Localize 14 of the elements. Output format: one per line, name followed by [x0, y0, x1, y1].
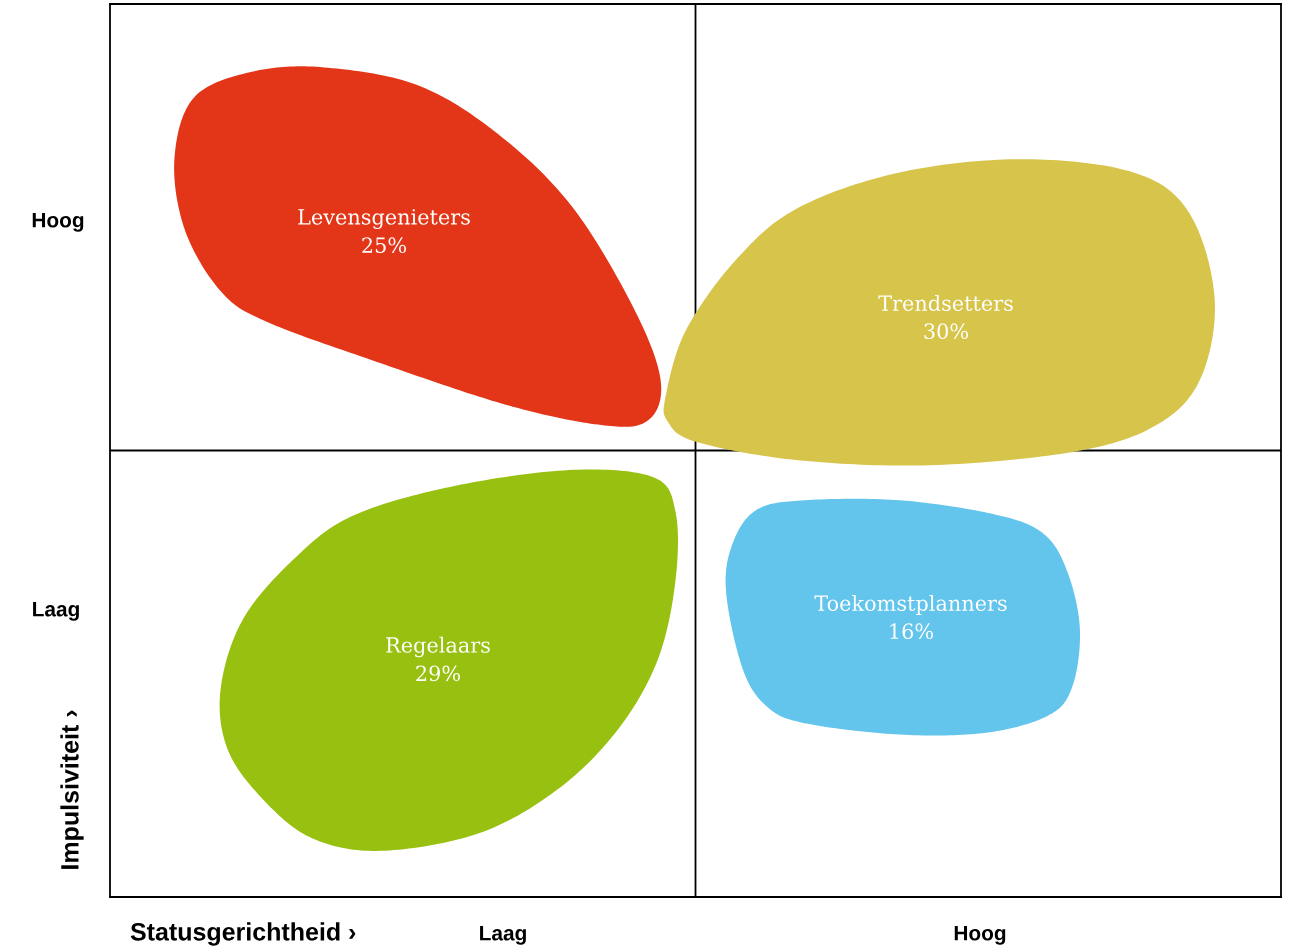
category-label: Regelaars: [386, 636, 490, 658]
text: Laag: [33, 601, 79, 621]
category-label: Toekomstplanners: [814, 594, 1007, 616]
text: Hoog: [32, 212, 84, 232]
text: Hoog: [954, 925, 1006, 945]
data-label: 25%: [362, 237, 406, 254]
category-label: Trendsetters: [878, 294, 1013, 312]
data-label: 16%: [890, 623, 933, 640]
data-label: 30%: [924, 323, 968, 340]
text: Statusgerichtheid ›: [130, 922, 356, 946]
category-label: Levensgenieters: [298, 209, 470, 230]
text: Laag: [480, 925, 526, 945]
text: Impulsiviteit ›: [60, 710, 84, 869]
data-label: 29%: [416, 665, 460, 682]
